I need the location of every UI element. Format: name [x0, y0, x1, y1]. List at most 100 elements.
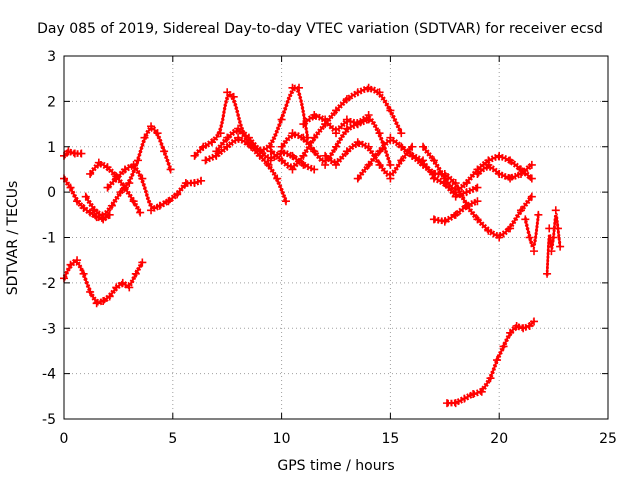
data-point	[99, 213, 108, 222]
data-point	[77, 149, 86, 158]
series-trace	[62, 260, 144, 304]
data-point	[332, 106, 340, 115]
data-point	[125, 179, 134, 188]
series-marker-band	[280, 120, 370, 165]
data-point	[419, 142, 428, 151]
data-point	[190, 151, 199, 160]
data-point	[299, 151, 308, 160]
data-point	[79, 204, 88, 213]
series-marker-band	[89, 160, 142, 212]
data-point	[223, 133, 232, 142]
data-point	[234, 133, 243, 142]
data-point	[244, 133, 253, 142]
data-point	[353, 120, 362, 129]
data-point	[451, 210, 460, 219]
series-arc-17	[429, 197, 482, 226]
series-marker-band	[324, 144, 414, 178]
data-point	[155, 201, 164, 210]
data-point	[484, 160, 493, 169]
data-point	[299, 120, 308, 129]
data-point	[484, 226, 493, 235]
y-tick-label: 1	[47, 140, 56, 156]
data-point	[321, 115, 330, 124]
data-point	[92, 299, 101, 308]
data-point	[473, 169, 482, 178]
data-point	[429, 156, 438, 165]
data-point	[112, 283, 121, 292]
x-tick-label: 10	[273, 431, 291, 447]
data-point	[64, 147, 73, 156]
data-point	[549, 233, 558, 242]
data-point	[473, 215, 482, 224]
data-point	[234, 124, 243, 133]
series-arc-6	[103, 160, 206, 215]
data-point	[342, 95, 351, 104]
data-point	[397, 156, 406, 165]
axis-ticks: 0 5 10 15 20 25 -5 -4 -3 -2 -1 0 1 2 3	[42, 49, 617, 447]
data-point	[460, 394, 469, 403]
data-point	[386, 174, 395, 183]
data-point	[364, 160, 373, 169]
data-point	[79, 269, 88, 278]
data-point	[473, 183, 482, 192]
series-arc-1	[60, 174, 114, 224]
data-point	[73, 197, 82, 206]
data-point	[131, 269, 140, 278]
series-marker-band	[433, 202, 478, 225]
data-point	[469, 390, 478, 399]
data-point	[197, 176, 206, 185]
series-arc-21	[521, 210, 543, 256]
data-point	[147, 122, 156, 131]
data-point	[375, 147, 384, 156]
data-point	[493, 356, 502, 365]
data-point	[451, 179, 460, 188]
data-point	[99, 297, 108, 306]
data-point	[288, 129, 297, 138]
data-point	[277, 156, 286, 165]
data-point	[530, 247, 539, 256]
data-point	[103, 163, 112, 172]
data-point	[295, 83, 304, 92]
data-point	[556, 242, 565, 251]
series-marker-band	[324, 140, 414, 174]
data-point	[545, 224, 554, 233]
data-point	[342, 115, 351, 124]
data-point	[310, 165, 319, 174]
data-point	[264, 160, 273, 169]
data-point	[129, 160, 138, 169]
series-marker-band	[447, 322, 535, 407]
data-point	[136, 208, 145, 217]
data-point	[375, 88, 384, 97]
data-point	[288, 165, 297, 174]
series-trace	[280, 118, 370, 163]
series-arc-10	[266, 83, 406, 174]
data-point	[451, 188, 460, 197]
data-point	[105, 210, 114, 219]
y-tick-label: 0	[47, 185, 56, 201]
data-point	[375, 129, 384, 138]
data-point	[133, 156, 142, 165]
data-point	[160, 147, 169, 156]
data-point	[129, 197, 138, 206]
data-point	[375, 160, 384, 169]
series-marker-band	[400, 147, 533, 239]
series-marker-band	[421, 147, 533, 193]
data-point	[551, 206, 560, 215]
data-point	[321, 160, 330, 169]
data-point	[86, 287, 95, 296]
data-point	[244, 140, 253, 149]
data-point	[473, 197, 482, 206]
y-tick-label: -5	[42, 412, 56, 428]
data-point	[429, 169, 438, 178]
y-tick-label: -4	[42, 367, 56, 383]
data-point	[310, 133, 319, 142]
data-point	[553, 224, 562, 233]
data-point	[495, 151, 504, 160]
data-point	[216, 129, 225, 138]
data-point	[90, 206, 99, 215]
data-point	[181, 179, 190, 188]
series-marker-band	[269, 85, 403, 166]
series-arc-13	[321, 138, 417, 183]
data-point	[386, 160, 395, 169]
